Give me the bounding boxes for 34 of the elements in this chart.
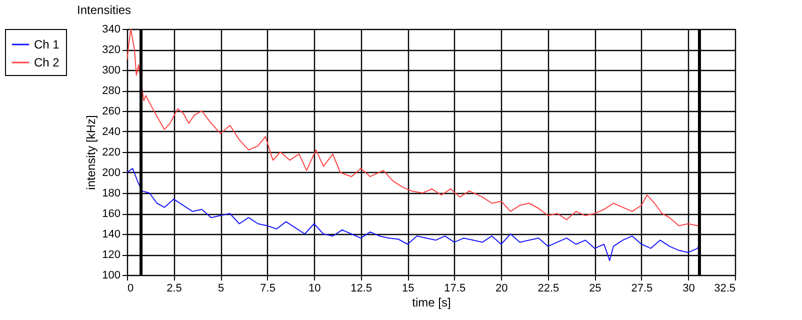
x-tick-label: 10 [308,282,321,294]
y-tick-label: 180 [102,188,120,200]
y-tick-label: 340 [102,24,120,36]
y-tick-label: 240 [102,126,120,138]
chart-title: Intensities [77,3,132,17]
legend-label: Ch 1 [34,38,60,52]
y-tick-label: 160 [102,208,120,220]
x-tick-label: 2.5 [166,282,182,294]
x-tick-label: 7.5 [260,282,276,294]
x-tick-label: 15 [402,282,414,294]
line-series [127,168,700,262]
y-tick-label: 140 [102,228,120,240]
x-tick-label: 12.5 [350,282,372,294]
y-tick-label: 220 [102,146,120,158]
x-tick-label: 17.5 [444,282,466,294]
x-tick-label: 30 [682,282,695,294]
line-series [127,29,700,226]
x-tick-label: 20 [496,282,508,294]
x-tick-label: 5 [218,282,224,294]
x-tick-label: 0 [128,282,134,294]
x-axis-title: time [s] [412,296,451,310]
y-tick-label: 260 [102,106,120,118]
y-tick-label: 320 [102,44,120,56]
x-tick-label: 32.5 [714,282,736,294]
x-tick-label: 22.5 [538,282,560,294]
y-axis-title: intensity [kHz] [84,115,98,190]
x-tick-label: 27.5 [631,282,653,294]
y-tick-label: 100 [102,270,120,282]
y-tick-label: 280 [102,85,120,97]
legend-label: Ch 2 [34,56,60,70]
y-tick-label: 300 [102,64,120,76]
y-tick-label: 120 [102,249,120,261]
x-tick-label: 25 [589,282,602,294]
y-tick-label: 200 [102,167,120,179]
